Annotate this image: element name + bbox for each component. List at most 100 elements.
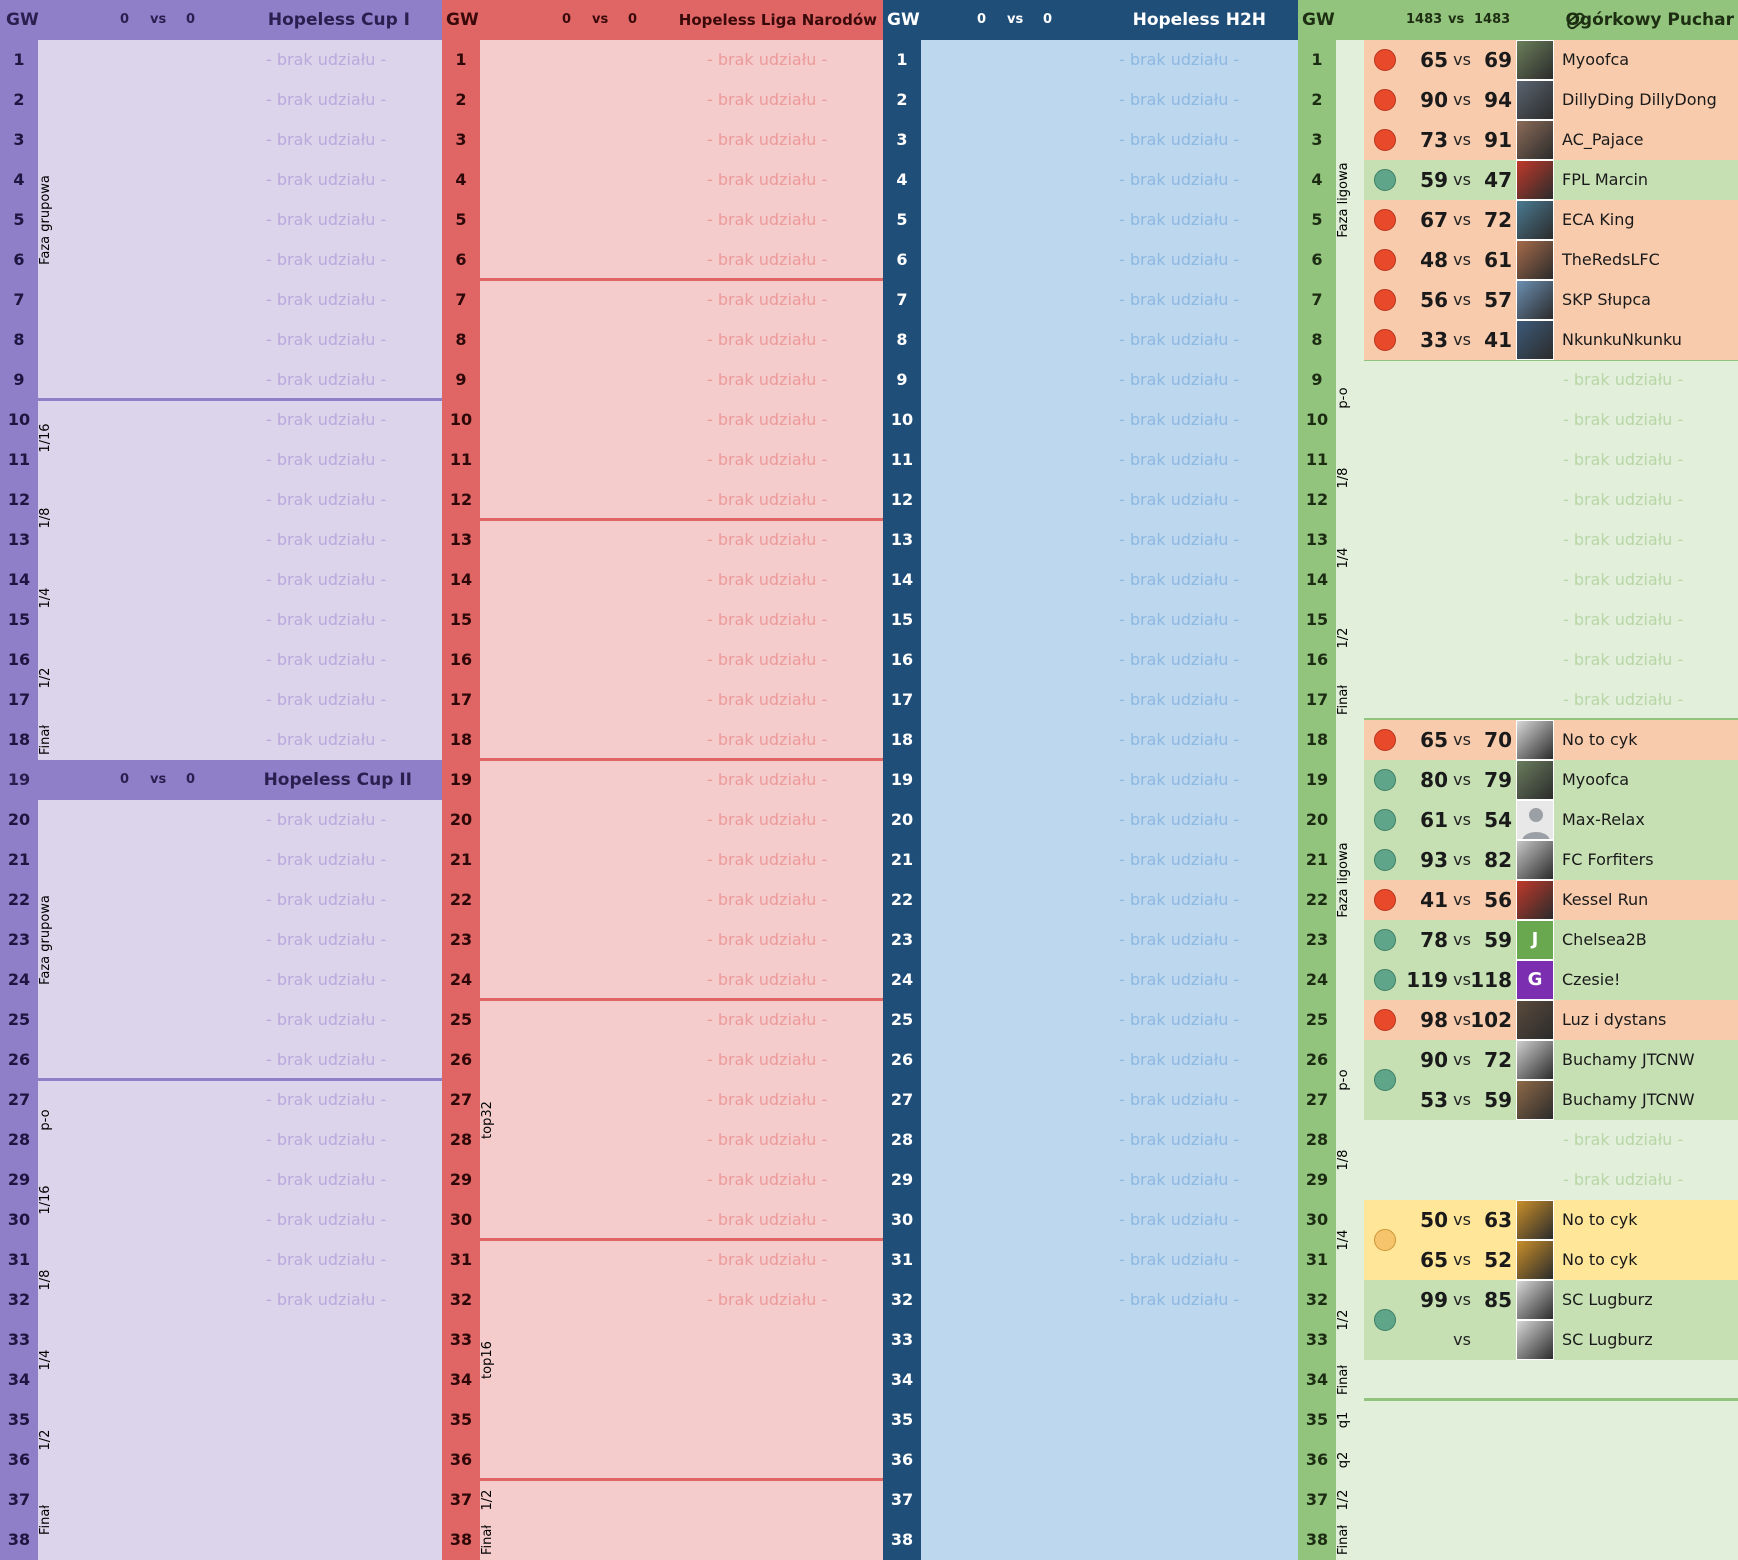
gw-number: 24	[1305, 970, 1329, 989]
cup1-title[interactable]: Hopeless Cup I	[267, 10, 410, 30]
opponent-name[interactable]: Buchamy JTCNW	[1562, 1050, 1695, 1069]
gw-number: 22	[890, 890, 914, 909]
match-row[interactable]: vs SC Lugburz	[1364, 1320, 1738, 1360]
match-row[interactable]: 73 vs 91 AC_Pajace	[1364, 120, 1738, 160]
gw-number: 18	[7, 730, 31, 749]
match-row[interactable]: 50 vs 63 No to cyk	[1364, 1200, 1738, 1240]
gw-number: 30	[890, 1210, 914, 1229]
match-row[interactable]: 80 vs 79 Myoofca	[1364, 760, 1738, 800]
gw-number: 13	[890, 530, 914, 549]
brak-udzialu-cell: - brak udziału -	[266, 290, 387, 309]
liga-title[interactable]: Hopeless Liga Narodów	[678, 11, 877, 29]
gw-number: 8	[896, 330, 908, 349]
gw-number: 38	[1305, 1530, 1329, 1549]
gw-number: 27	[449, 1090, 473, 1109]
result-dot	[1374, 49, 1396, 71]
opponent-name[interactable]: No to cyk	[1562, 1250, 1638, 1269]
gw-number: 38	[7, 1530, 31, 1549]
brak-udzialu-cell: - brak udziału -	[1119, 810, 1240, 829]
match-row[interactable]: 48 vs 61 TheRedsLFC	[1364, 240, 1738, 280]
opponent-avatar	[1516, 1320, 1554, 1360]
liga-body: - brak udziału - - brak udziału - - brak u…	[480, 40, 883, 1560]
gw-number: 1	[13, 50, 25, 69]
cup1-header: GW 0 vs 0 Hopeless Cup I	[0, 0, 442, 40]
my-score: 93	[1420, 848, 1448, 872]
opponent-name[interactable]: Luz i dystans	[1562, 1010, 1667, 1029]
opponent-name[interactable]: Max-Relax	[1562, 810, 1645, 829]
opponent-name[interactable]: SC Lugburz	[1562, 1290, 1653, 1309]
match-row[interactable]: 67 vs 72 ECA King	[1364, 200, 1738, 240]
liga-header: GW 0 vs 0 Hopeless Liga Narodów	[442, 0, 883, 40]
opponent-name[interactable]: ECA King	[1562, 210, 1635, 229]
gw-number: 33	[890, 1330, 914, 1349]
gw-number: 24	[890, 970, 914, 989]
opponent-name[interactable]: Buchamy JTCNW	[1562, 1090, 1695, 1109]
gw-number: 17	[890, 690, 914, 709]
match-row[interactable]: 59 vs 47 FPL Marcin	[1364, 160, 1738, 200]
match-row[interactable]: 41 vs 56 Kessel Run	[1364, 880, 1738, 920]
brak-udzialu-cell: - brak udziału -	[1119, 250, 1240, 269]
my-score	[1404, 1320, 1448, 1360]
opponent-name[interactable]: Czesie!	[1562, 970, 1621, 989]
section-separator	[38, 1078, 442, 1081]
match-row[interactable]: 119 vs 118 G Czesie!	[1364, 960, 1738, 1000]
match-row[interactable]: 61 vs 54 Max-Relax	[1364, 800, 1738, 840]
brak-udzialu-cell: - brak udziału -	[266, 450, 387, 469]
ogorek-title[interactable]: Ogórkowy Puchar	[1565, 10, 1734, 30]
vs-label: vs	[1453, 1290, 1471, 1309]
match-row[interactable]: 90 vs 94 DillyDing DillyDong	[1364, 80, 1738, 120]
match-row[interactable]: 33 vs 41 NkunkuNkunku	[1364, 320, 1738, 360]
gw-number: 29	[7, 1170, 31, 1189]
vs-label: vs	[1453, 890, 1471, 909]
opponent-name[interactable]: Kessel Run	[1562, 890, 1649, 909]
h2h-title[interactable]: Hopeless H2H	[1132, 10, 1266, 30]
opponent-name[interactable]: SKP Słupca	[1562, 290, 1651, 309]
match-row[interactable]: 90 vs 72 Buchamy JTCNW	[1364, 1040, 1738, 1080]
brak-udzialu-cell: - brak udziału -	[1119, 130, 1240, 149]
opponent-name[interactable]: Chelsea2B	[1562, 930, 1647, 949]
gw-number: 13	[449, 530, 473, 549]
opponent-name[interactable]: AC_Pajace	[1562, 130, 1644, 149]
my-score: 65	[1420, 48, 1448, 72]
opponent-name[interactable]: No to cyk	[1562, 1210, 1638, 1229]
opponent-name[interactable]: No to cyk	[1562, 730, 1638, 749]
gw-number: 33	[7, 1330, 31, 1349]
match-row[interactable]: 98 vs 102 Luz i dystans	[1364, 1000, 1738, 1040]
match-row[interactable]: 65 vs 52 No to cyk	[1364, 1240, 1738, 1280]
brak-udzialu-cell: - brak udziału -	[707, 410, 828, 429]
match-row[interactable]: 78 vs 59 J Chelsea2B	[1364, 920, 1738, 960]
gw-number: 33	[449, 1330, 473, 1349]
cup-body: - brak udziału - - brak udziału - - brak u…	[38, 40, 442, 1560]
opponent-name[interactable]: Myoofca	[1562, 50, 1630, 69]
cup2-title[interactable]: Hopeless Cup II	[263, 770, 412, 790]
opponent-name[interactable]: NkunkuNkunku	[1562, 330, 1682, 349]
gw-column: 1 2 3 4 5 6 7 8 9 10 11 12 13 14 15 16 17 18 19 20 21 22 23 24 2…	[442, 40, 480, 1560]
vs-label: vs	[1453, 210, 1471, 229]
brak-udzialu-cell: - brak udziału -	[1119, 930, 1240, 949]
gw-number: 25	[449, 1010, 473, 1029]
opponent-avatar	[1516, 200, 1554, 240]
opponent-name[interactable]: DillyDing DillyDong	[1562, 90, 1717, 109]
match-row[interactable]: 65 vs 69 Myoofca	[1364, 40, 1738, 80]
opponent-score: 91	[1484, 128, 1512, 152]
opponent-name[interactable]: Myoofca	[1562, 770, 1630, 789]
gw-number: 21	[1305, 850, 1329, 869]
h2h-score-a: 0	[977, 12, 987, 27]
gw-number: 32	[7, 1290, 31, 1309]
opponent-name[interactable]: SC Lugburz	[1562, 1330, 1653, 1349]
gw-number: 15	[7, 610, 31, 629]
brak-udzialu-cell: - brak udziału -	[1563, 650, 1684, 669]
brak-udzialu-cell: - brak udziału -	[707, 170, 828, 189]
match-row[interactable]: 93 vs 82 FC Forfiters	[1364, 840, 1738, 880]
opponent-name[interactable]: TheRedsLFC	[1562, 250, 1660, 269]
match-row[interactable]: 99 vs 85 SC Lugburz	[1364, 1280, 1738, 1320]
opponent-score: 59	[1484, 1088, 1512, 1112]
opponent-avatar	[1516, 1280, 1554, 1320]
match-row[interactable]: 65 vs 70 No to cyk	[1364, 720, 1738, 760]
opponent-name[interactable]: FPL Marcin	[1562, 170, 1649, 189]
brak-udzialu-cell: - brak udziału -	[707, 770, 828, 789]
opponent-name[interactable]: FC Forfiters	[1562, 850, 1654, 869]
brak-udzialu-cell: - brak udziału -	[707, 1090, 828, 1109]
match-row[interactable]: 53 vs 59 Buchamy JTCNW	[1364, 1080, 1738, 1120]
match-row[interactable]: 56 vs 57 SKP Słupca	[1364, 280, 1738, 320]
